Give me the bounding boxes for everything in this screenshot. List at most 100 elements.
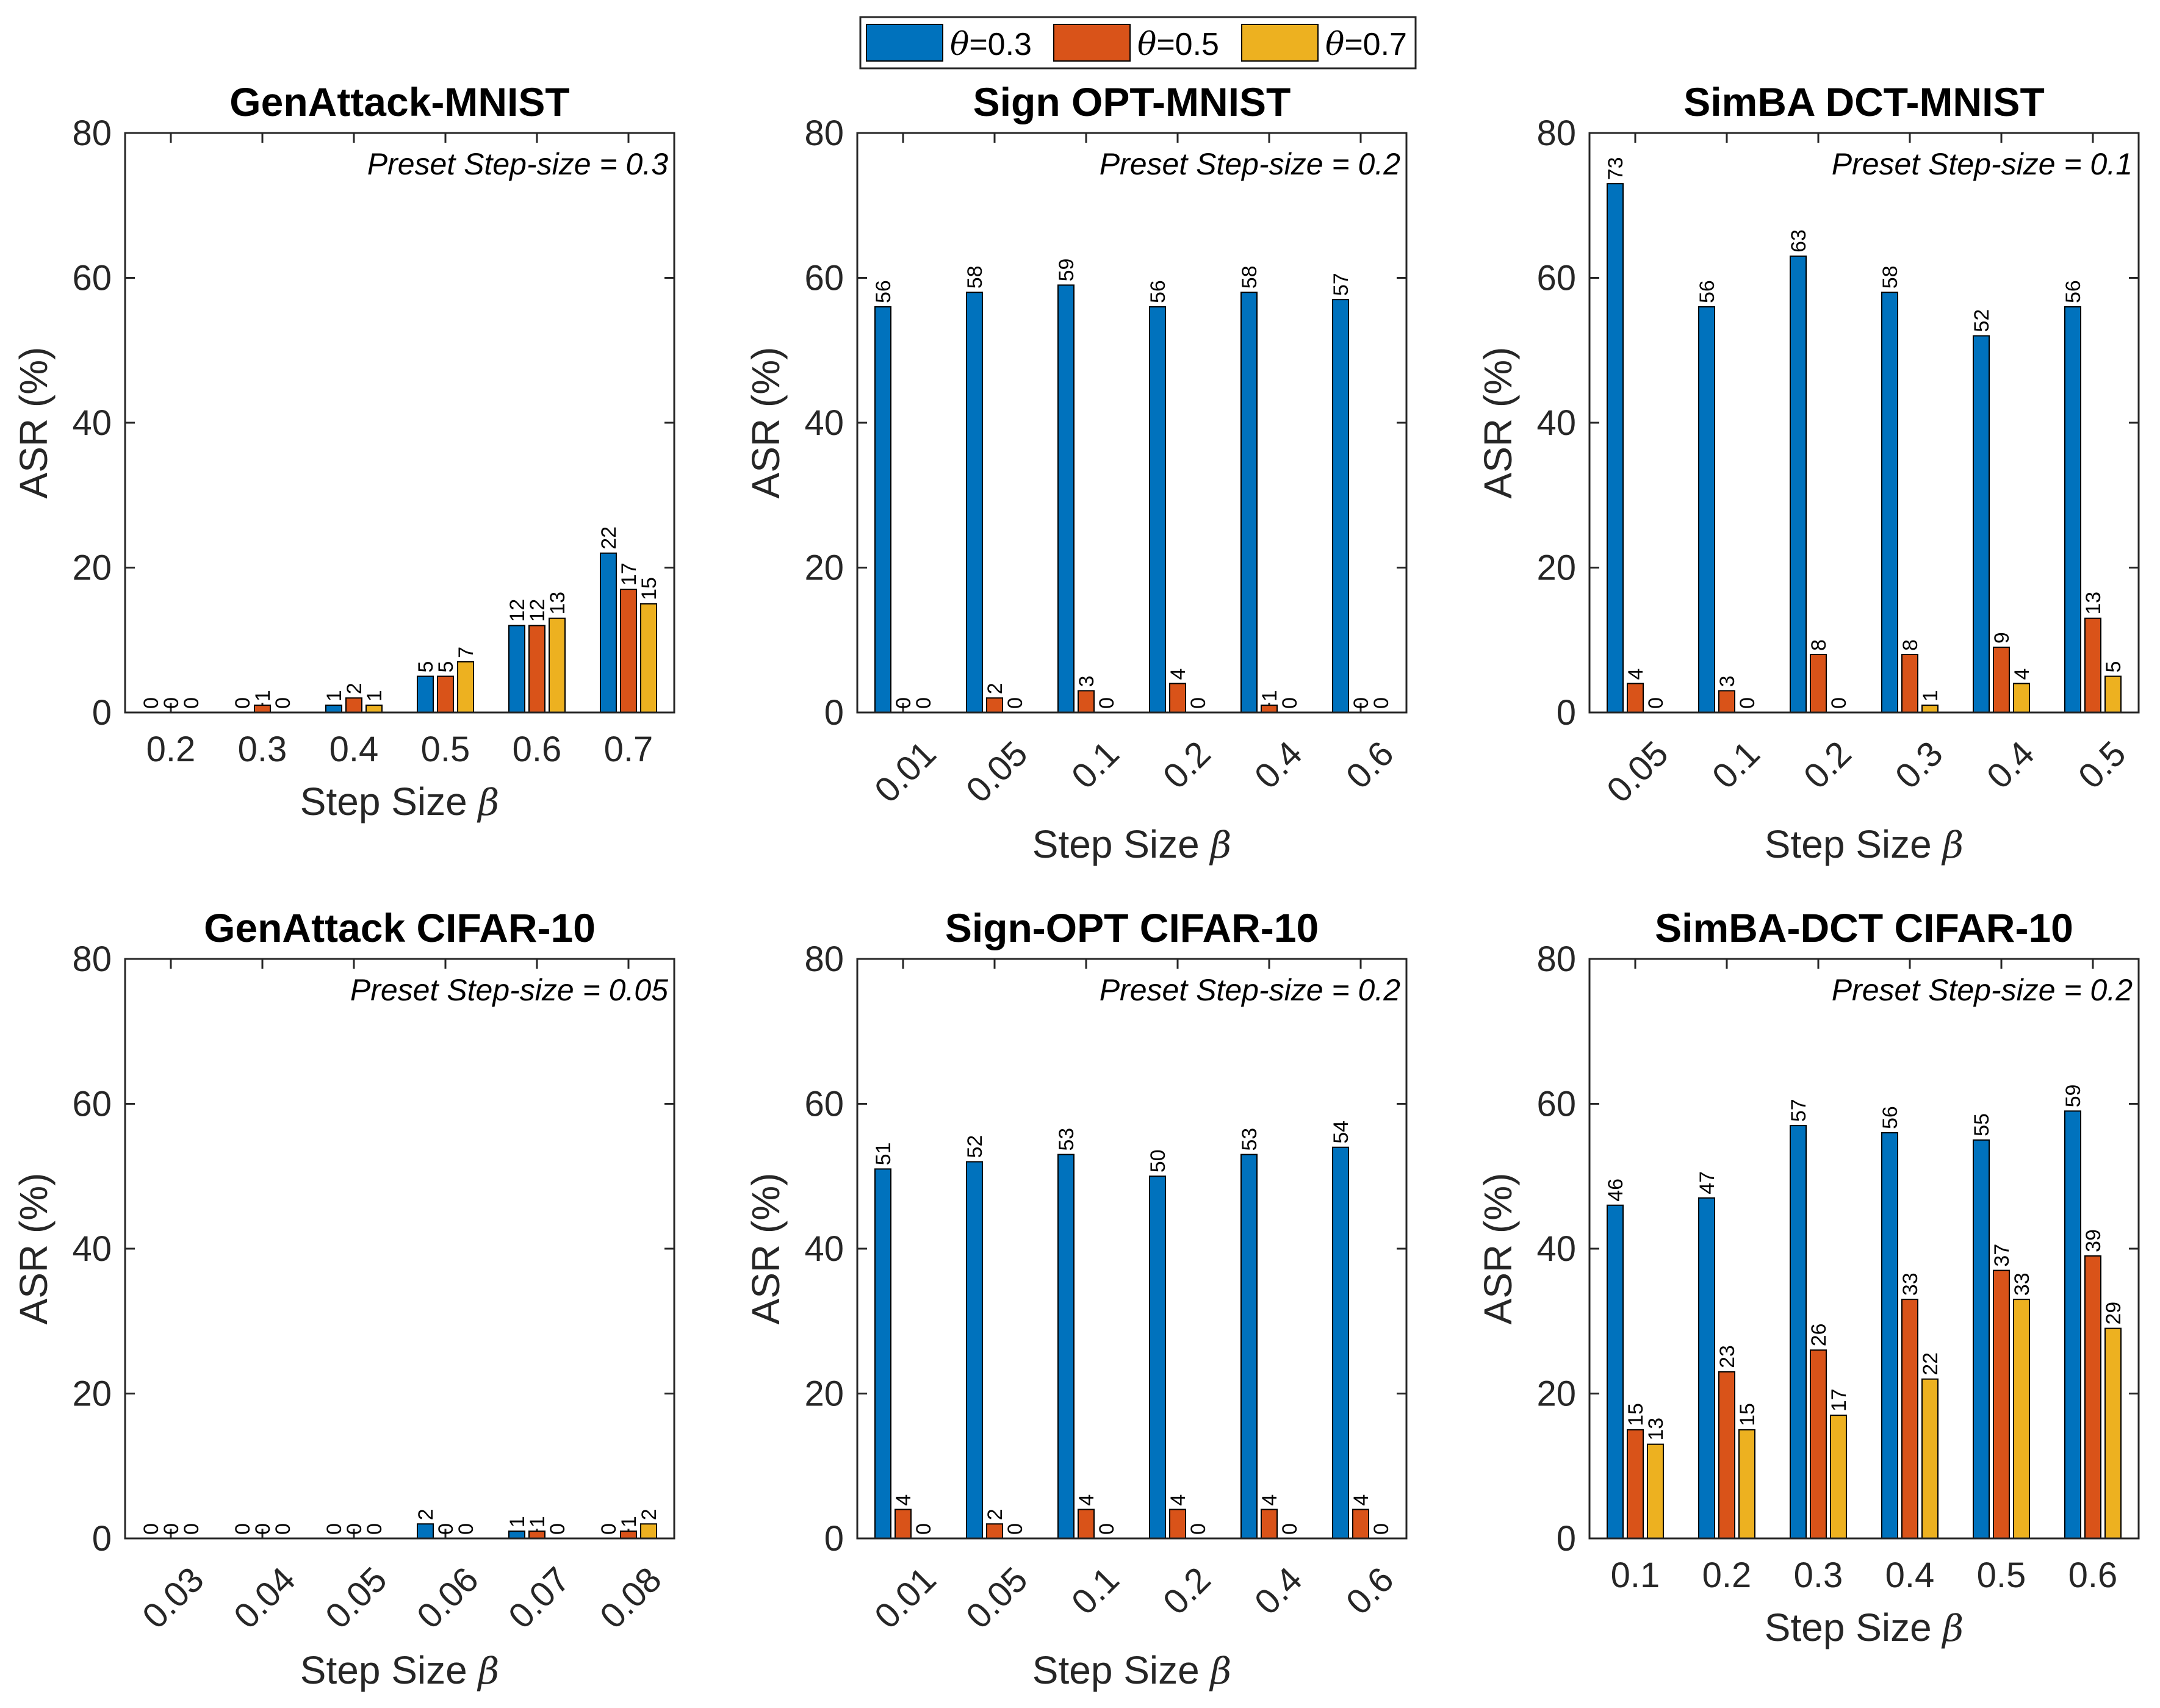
y-tick-label: 80 xyxy=(72,113,112,153)
bar-value-label: 17 xyxy=(617,562,641,586)
x-tick-label: 0.1 xyxy=(1611,1556,1660,1595)
bar xyxy=(600,552,617,713)
bar-value-label: 13 xyxy=(2082,592,2105,615)
bar-value-label: 59 xyxy=(2062,1085,2085,1108)
bar-value-label: 0 xyxy=(231,1523,254,1535)
bar-value-label: 0 xyxy=(892,697,915,709)
x-axis-label-symbol: β xyxy=(1209,824,1232,867)
y-tick-label: 60 xyxy=(72,1085,112,1124)
bar xyxy=(549,617,566,713)
bar-value-label: 13 xyxy=(546,592,569,615)
bar-value-label: 8 xyxy=(1807,639,1831,651)
y-tick-label: 80 xyxy=(1536,113,1576,153)
x-tick-label: 0.05 xyxy=(1599,734,1676,811)
y-axis-label: ASR (%) xyxy=(12,1173,56,1325)
bar-value-label: 0 xyxy=(1004,697,1027,709)
bar-value-label: 52 xyxy=(963,1135,987,1158)
bar xyxy=(254,705,271,713)
bar-value-label: 0 xyxy=(231,697,254,709)
bar xyxy=(1057,1154,1075,1539)
bar-value-label: 0 xyxy=(912,1523,935,1535)
bar-value-label: 4 xyxy=(1624,669,1647,680)
bar-value-label: 1 xyxy=(506,1516,529,1527)
bar-value-label: 2 xyxy=(638,1509,661,1520)
bar xyxy=(874,306,891,713)
y-tick-label: 20 xyxy=(804,548,844,588)
plot-area-frame xyxy=(1588,132,2140,714)
x-tick-label: 0.4 xyxy=(1885,1556,1935,1595)
bar-value-label: 4 xyxy=(1167,669,1190,680)
x-axis-label-text: Step Size xyxy=(1765,1606,1943,1649)
legend-value: =0.7 xyxy=(1344,27,1407,62)
bar-value-label: 3 xyxy=(1075,675,1098,687)
bar-value-label: 15 xyxy=(1624,1403,1647,1426)
bar xyxy=(1149,1175,1166,1539)
bar-value-label: 0 xyxy=(251,1523,275,1535)
bar-value-label: 1 xyxy=(323,690,346,702)
bar-value-label: 29 xyxy=(2102,1302,2125,1325)
bar-value-label: 0 xyxy=(1278,1523,1301,1535)
x-tick-label: 0.05 xyxy=(959,734,1035,811)
bar-value-label: 22 xyxy=(1919,1352,1942,1376)
bar xyxy=(1169,1509,1186,1539)
y-tick-label: 60 xyxy=(804,1085,844,1124)
bar xyxy=(1790,1125,1807,1539)
bar-value-label: 47 xyxy=(1696,1171,1719,1194)
bar-value-label: 0 xyxy=(272,697,295,709)
bar xyxy=(1078,690,1095,713)
bar xyxy=(508,625,525,713)
bar xyxy=(1718,690,1735,713)
legend-theta-symbol: θ xyxy=(950,26,969,63)
bar-value-label: 59 xyxy=(1055,259,1078,282)
bar xyxy=(325,705,342,713)
x-axis-label-symbol: β xyxy=(1209,1650,1232,1693)
legend-label: θ=0.3 xyxy=(950,26,1032,63)
bar xyxy=(1149,306,1166,713)
bar xyxy=(1647,1443,1664,1539)
bar-value-label: 2 xyxy=(343,683,366,694)
bar xyxy=(1240,292,1258,713)
x-axis-label: Step Size β xyxy=(1765,822,1964,867)
x-tick-label: 0.2 xyxy=(1796,734,1859,797)
x-tick-label: 0.05 xyxy=(959,1560,1035,1637)
bar-value-label: 4 xyxy=(892,1494,915,1506)
bar xyxy=(1169,683,1186,713)
bar-value-label: 58 xyxy=(1238,265,1261,289)
preset-annotation: Preset Step-size = 0.2 xyxy=(1100,973,1401,1007)
x-axis-label-text: Step Size xyxy=(1032,1648,1211,1692)
bar-value-label: 0 xyxy=(140,697,163,709)
bar-value-label: 63 xyxy=(1787,229,1810,253)
x-axis-label-symbol: β xyxy=(1942,824,1964,867)
bar-value-label: 1 xyxy=(251,690,275,702)
y-tick-label: 20 xyxy=(72,548,112,588)
x-tick-label: 0.4 xyxy=(329,730,379,769)
bar-value-label: 1 xyxy=(617,1516,641,1527)
x-tick-label: 0.1 xyxy=(1705,734,1768,797)
bar-value-label: 33 xyxy=(1899,1272,1922,1296)
bar-value-label: 22 xyxy=(597,526,621,550)
bar xyxy=(1810,1349,1827,1539)
bar-value-label: 1 xyxy=(1919,690,1942,702)
bar xyxy=(986,1523,1003,1539)
bar-value-label: 5 xyxy=(414,661,437,673)
bar xyxy=(986,697,1003,713)
bar-value-label: 0 xyxy=(1370,1523,1393,1535)
bar-value-label: 54 xyxy=(1330,1121,1353,1144)
bar xyxy=(1973,335,1990,713)
y-tick-label: 60 xyxy=(804,259,844,298)
y-tick-label: 40 xyxy=(804,1229,844,1269)
bar xyxy=(1810,654,1827,713)
x-axis-label: Step Size β xyxy=(1765,1606,1964,1650)
preset-annotation: Preset Step-size = 0.2 xyxy=(1832,973,2133,1007)
bar xyxy=(1240,1154,1258,1539)
bar-value-label: 4 xyxy=(1167,1494,1190,1506)
bar-value-label: 33 xyxy=(2011,1272,2034,1296)
bar xyxy=(640,603,657,713)
x-axis-label-symbol: β xyxy=(477,1650,500,1693)
y-tick-label: 40 xyxy=(72,403,112,443)
bar-value-label: 0 xyxy=(1350,697,1373,709)
bar-value-label: 39 xyxy=(2082,1229,2105,1252)
plot-area-frame xyxy=(856,958,1408,1540)
bar-value-label: 0 xyxy=(1827,697,1851,709)
